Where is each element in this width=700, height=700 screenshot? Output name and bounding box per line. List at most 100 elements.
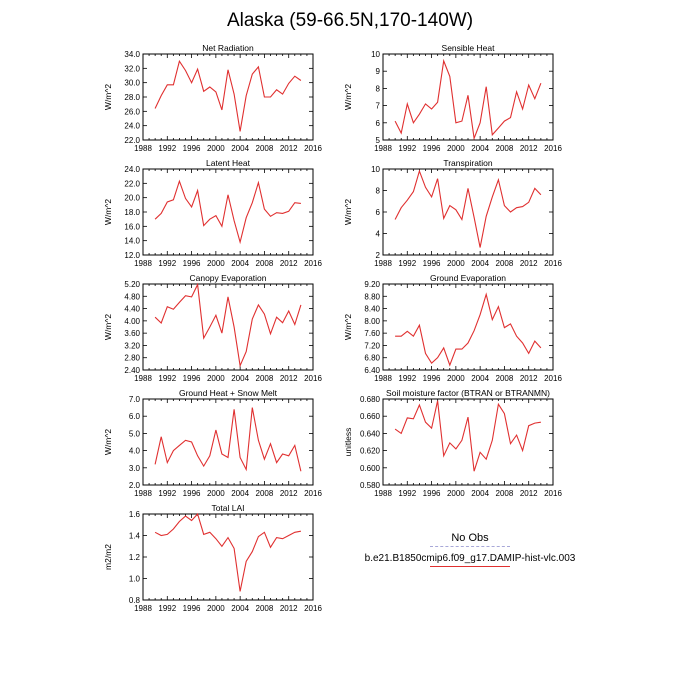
y-tick-label: 20.0 [124,194,140,203]
panel-latent-heat: Latent Heat W/m^2 1988 1992 1996 2000 2004 2008… [103,158,322,268]
x-tick-label: 1996 [183,604,201,613]
y-tick-label: 4.80 [124,292,140,301]
x-tick-label: 2000 [207,259,225,268]
x-tick-label: 2008 [496,144,514,153]
x-tick-label: 1992 [398,144,416,153]
series-line-sensible-heat [394,58,542,141]
y-tick-label: 2.40 [124,366,140,375]
y-axis-label: W/m^2 [343,199,353,225]
x-tick-label: 1996 [183,259,201,268]
y-tick-label: 1.4 [129,532,141,541]
plot-frame [382,283,554,371]
y-tick-label: 7 [376,102,381,111]
series-line-latent-heat [154,179,301,245]
y-tick-label: 5.0 [129,429,141,438]
x-tick-label: 2000 [447,374,465,383]
x-tick-label: 2016 [544,374,562,383]
y-tick-label: 22.0 [124,179,140,188]
x-tick-label: 2016 [304,374,322,383]
y-tick-label: 10 [371,165,380,174]
x-tick-label: 1992 [398,374,416,383]
y-axis-label: W/m^2 [343,84,353,110]
panel-title: Ground Heat + Snow Melt [179,388,278,398]
plot-frame [142,398,314,486]
y-tick-label: 6.40 [364,366,380,375]
figure-title: Alaska (59-66.5N,170-140W) [226,10,474,31]
x-tick-label: 2012 [280,144,298,153]
x-tick-label: 2004 [471,489,489,498]
series-line-soil-moisture-factor-btran-or-btranmn [394,400,541,472]
x-tick-label: 2004 [231,144,249,153]
x-tick-label: 1988 [374,144,392,153]
x-tick-label: 2004 [471,144,489,153]
x-tick-label: 2008 [496,259,514,268]
y-tick-label: 6 [376,119,381,128]
y-tick-label: 8.80 [364,292,380,301]
series-line-ground-heat-snow-melt [154,407,302,472]
series-line-transpiration [394,169,542,248]
x-tick-label: 2016 [544,489,562,498]
x-tick-label: 1988 [374,374,392,383]
y-axis-label: W/m^2 [103,84,113,110]
x-tick-label: 2008 [256,604,274,613]
y-tick-label: 16.0 [124,222,140,231]
panel-soil-moisture-factor-btran-or-btranmn: Soil moisture factor (BTRAN or BTRANMN) u… [343,388,562,498]
y-tick-label: 24.0 [124,165,140,174]
x-tick-label: 2000 [447,259,465,268]
x-tick-label: 1996 [183,374,201,383]
panel-ground-heat-snow-melt: Ground Heat + Snow Melt W/m^2 1988 1992 1996… [103,388,322,498]
x-tick-label: 2012 [520,259,538,268]
panel-title: Canopy Evaporation [189,273,266,283]
x-tick-label: 1992 [158,259,176,268]
y-tick-label: 0.640 [360,429,381,438]
plot-frame [142,53,314,141]
x-tick-label: 1992 [158,604,176,613]
x-tick-label: 2012 [280,604,298,613]
y-tick-label: 12.0 [124,251,140,260]
y-tick-label: 34.0 [124,50,140,59]
y-tick-label: 4.0 [129,447,141,456]
y-axis-label: m2/m2 [103,544,113,570]
y-axis-label: W/m^2 [103,199,113,225]
x-tick-label: 2016 [304,259,322,268]
y-tick-label: 6.80 [364,354,380,363]
x-tick-label: 2004 [231,374,249,383]
panel-title: Soil moisture factor (BTRAN or BTRANMN) [386,388,550,398]
panel-sensible-heat: Sensible Heat W/m^2 1988 1992 1996 2000 2004 20… [343,43,562,153]
x-tick-label: 2012 [280,489,298,498]
y-tick-label: 8.00 [364,317,380,326]
y-tick-label: 6 [376,208,381,217]
plot-frame [142,513,314,601]
x-tick-label: 1996 [423,144,441,153]
y-tick-label: 5.20 [124,280,140,289]
x-tick-label: 1988 [134,374,152,383]
y-tick-label: 0.8 [129,596,141,605]
panel-net-radiation: Net Radiation W/m^2 1988 1992 1996 2000 2004 20… [103,43,322,153]
y-tick-label: 4.40 [124,305,140,314]
y-axis-label: unitless [343,428,353,457]
x-tick-label: 2000 [207,374,225,383]
y-tick-label: 0.680 [360,395,381,404]
x-tick-label: 2016 [304,489,322,498]
y-tick-label: 30.0 [124,79,140,88]
y-tick-label: 5 [376,136,381,145]
x-tick-label: 2008 [496,489,514,498]
x-tick-label: 1996 [423,374,441,383]
x-tick-label: 1988 [374,489,392,498]
x-tick-label: 2000 [207,489,225,498]
legend-entry-model: b.e21.B1850cmip6.f09_g17.DAMIP-hist-vlc.… [364,553,576,564]
y-tick-label: 0.620 [360,447,381,456]
x-tick-label: 2016 [544,259,562,268]
y-tick-label: 9.20 [364,280,380,289]
panel-canopy-evaporation: Canopy Evaporation W/m^2 1988 1992 1996 2000 2… [103,273,322,383]
x-tick-label: 1992 [398,489,416,498]
x-tick-label: 1988 [374,259,392,268]
panel-title: Net Radiation [202,43,254,53]
y-tick-label: 7.20 [364,341,380,350]
x-tick-label: 1992 [158,489,176,498]
x-tick-label: 2004 [231,489,249,498]
series-line-total-lai [154,512,301,592]
legend: No Obs b.e21.B1850cmip6.f09_g17.DAMIP-hi… [340,532,600,571]
legend-swatch-no-obs [430,546,510,547]
x-tick-label: 2008 [256,259,274,268]
